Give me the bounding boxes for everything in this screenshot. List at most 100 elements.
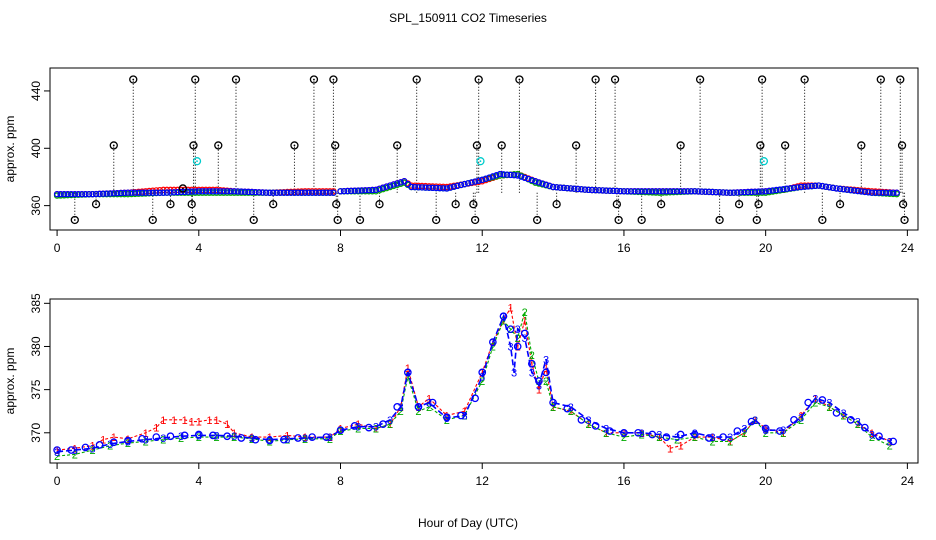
series-2-marker: 2 — [327, 434, 333, 446]
spike-point — [474, 75, 483, 84]
circle-point — [294, 434, 302, 442]
circle-point — [520, 329, 529, 338]
spike-point — [610, 75, 620, 84]
series-2-marker: 2 — [398, 406, 404, 418]
series-3-point — [362, 187, 369, 194]
series-3-point — [514, 172, 521, 179]
series-3-point — [652, 188, 660, 195]
series-3-point — [829, 184, 837, 192]
spike-point-center — [334, 144, 337, 147]
spike-point — [331, 141, 340, 150]
series-3-marker: 3 — [479, 372, 485, 384]
x-tick-label-bottom: 20 — [759, 474, 773, 488]
series-1-marker: 1 — [284, 430, 290, 442]
spike-point — [818, 215, 827, 225]
spike-point — [898, 200, 908, 209]
series-2-marker: 2 — [798, 415, 804, 427]
spike-point — [637, 215, 646, 225]
circle-point — [442, 413, 451, 422]
series-3-point — [266, 189, 273, 196]
spike-point-center — [217, 144, 220, 147]
series-3-point — [369, 186, 376, 194]
series-3-point — [709, 188, 716, 196]
spike-point — [70, 215, 79, 225]
spike-point-center — [575, 144, 578, 147]
spike-point — [857, 141, 866, 150]
series-3-marker: 3 — [841, 408, 847, 420]
series-3-marker: 3 — [543, 354, 549, 366]
spike-point-center — [313, 78, 315, 81]
series-3-point — [471, 178, 479, 185]
circle-point — [542, 368, 550, 377]
series-1-marker: 1 — [500, 316, 506, 328]
series-3-point — [479, 176, 486, 184]
spike-point-center — [640, 219, 643, 221]
series-3-point — [312, 189, 319, 196]
series-1-marker: 1 — [373, 423, 379, 435]
series-3-point — [397, 179, 404, 186]
series-3-point — [730, 189, 737, 196]
series-3-marker: 3 — [692, 428, 698, 440]
spike-point-center — [699, 78, 702, 81]
series-3-point — [631, 188, 638, 195]
series-2-marker: 2 — [536, 376, 542, 388]
series-3-point — [337, 188, 344, 195]
series-3-point — [96, 190, 103, 198]
series-3-point — [355, 187, 362, 194]
series-1-marker: 1 — [196, 417, 202, 429]
series-3-marker: 3 — [405, 367, 411, 379]
spike-point-center — [879, 78, 882, 81]
series-3-point — [493, 172, 500, 179]
series-3-point — [854, 187, 861, 195]
series-3-point — [783, 185, 791, 192]
y-tick-label-bottom: 375 — [29, 379, 43, 399]
y-tick-label-bottom: 380 — [29, 336, 43, 356]
series-3-point — [316, 189, 323, 196]
spike-point-center — [190, 203, 193, 206]
series-3-marker: 3 — [798, 412, 804, 424]
series-3-point — [202, 188, 210, 195]
spike-point — [290, 141, 299, 150]
series-1-marker: 1 — [479, 367, 485, 379]
series-3-point — [677, 188, 684, 195]
series-3-point — [475, 177, 482, 184]
spike-point — [754, 200, 763, 209]
series-3-point — [468, 179, 475, 186]
series-3-point — [99, 190, 107, 197]
spike-point — [515, 75, 524, 84]
series-3-point — [486, 174, 493, 181]
spike-point-center — [901, 144, 903, 147]
series-3-point — [238, 188, 245, 195]
series-3-point — [532, 178, 539, 185]
series-2-marker: 2 — [522, 307, 528, 319]
series-2-marker: 2 — [415, 406, 421, 418]
series-3-point — [603, 187, 610, 194]
series-1-marker: 1 — [855, 419, 861, 431]
series-3-point — [482, 175, 489, 182]
series-3-point — [510, 172, 518, 179]
spike-point — [333, 215, 342, 225]
series-2-marker: 2 — [621, 432, 627, 444]
spike-point — [752, 215, 761, 225]
spike-point-center — [293, 144, 296, 147]
series-1-marker: 1 — [189, 417, 195, 429]
series-3-point — [879, 189, 886, 196]
series-3-point — [585, 186, 592, 194]
plot-frame-bottom — [49, 298, 919, 464]
series-3-point — [861, 188, 869, 196]
series-3-marker: 3 — [231, 431, 237, 443]
series-3-point — [408, 183, 415, 191]
spike-point-center — [902, 203, 905, 206]
spike-point — [800, 75, 809, 84]
series-3-point — [666, 188, 674, 195]
series-3-point — [751, 188, 759, 195]
series-1-marker: 1 — [125, 434, 131, 446]
series-3-point — [560, 184, 567, 192]
series-3-point — [755, 188, 762, 195]
spike-point — [532, 215, 542, 225]
series-3-point — [64, 190, 71, 198]
series-3-point — [386, 182, 394, 189]
series-3-point — [227, 188, 234, 195]
series-2-marker: 2 — [763, 428, 769, 440]
